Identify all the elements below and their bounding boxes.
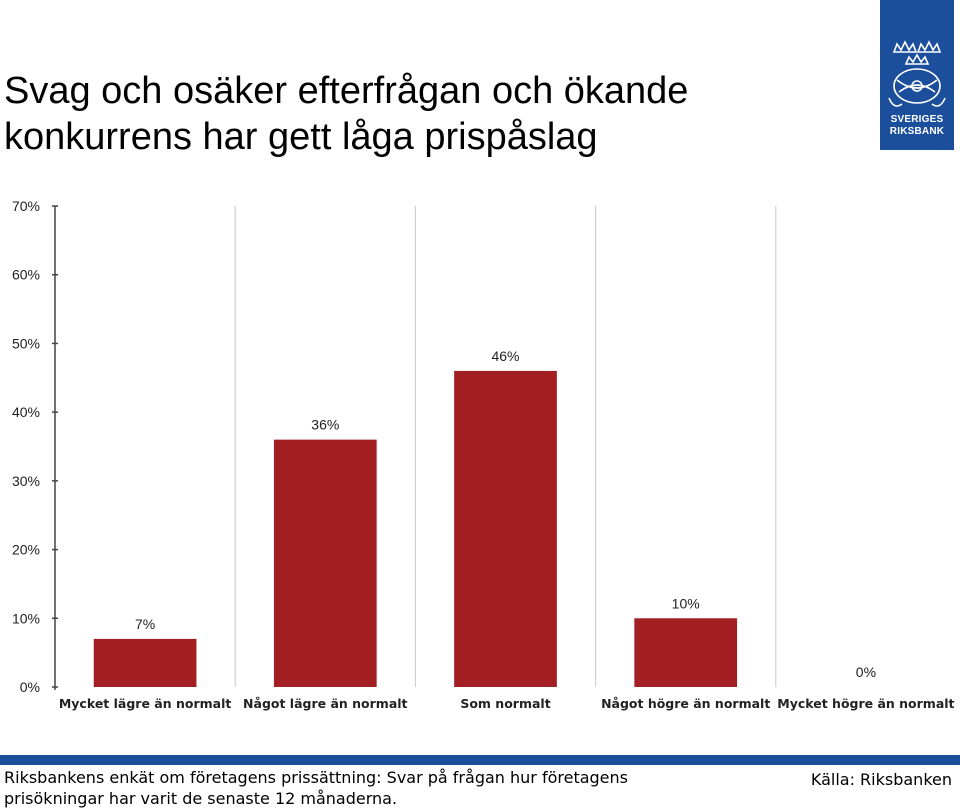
footer-note-line-1: Riksbankens enkät om företagens prissätt… <box>4 768 628 787</box>
y-tick-label: 20% <box>12 542 40 558</box>
bar <box>273 439 377 687</box>
x-tick-label: Något lägre än normalt <box>243 696 408 711</box>
chart-title-line-2: konkurrens har gett låga prispåslag <box>4 116 598 158</box>
riksbank-logo: SVERIGES RIKSBANK <box>880 0 954 150</box>
data-label: 7% <box>135 616 155 632</box>
y-tick-label: 70% <box>12 198 40 214</box>
x-tick-label: Mycket högre än normalt <box>777 696 954 711</box>
y-tick-label: 30% <box>12 473 40 489</box>
data-label: 36% <box>311 417 339 433</box>
y-tick-label: 50% <box>12 335 40 351</box>
bar <box>634 618 738 687</box>
bar <box>93 638 197 687</box>
y-tick-label: 60% <box>12 267 40 283</box>
logo-text-line-2: RIKSBANK <box>889 126 945 137</box>
chart-title: Svag och osäker efterfrågan och ökande k… <box>4 68 864 160</box>
data-label: 10% <box>672 595 700 611</box>
logo-text-line-1: SVERIGES <box>890 114 944 125</box>
bar-chart: 0% 10% 20% 30% 40% 50% 60% 70% 7% Mycket lägre än… <box>12 198 955 711</box>
x-tick-label: Som normalt <box>460 696 550 711</box>
y-tick-label: 40% <box>12 404 40 420</box>
y-tick-label: 0% <box>20 679 40 695</box>
footer-note-line-2: prisökningar har varit de senaste 12 mån… <box>4 789 398 808</box>
footer-note: Riksbankens enkät om företagens prissätt… <box>4 767 684 809</box>
chart-title-line-1: Svag och osäker efterfrågan och ökande <box>4 70 689 112</box>
data-label: 0% <box>856 664 876 680</box>
y-tick-label: 10% <box>12 610 40 626</box>
x-tick-label: Mycket lägre än normalt <box>59 696 232 711</box>
data-label: 46% <box>491 348 519 364</box>
crown-emblem-icon <box>888 40 946 107</box>
x-tick-label: Något högre än normalt <box>601 696 770 711</box>
footer-source: Källa: Riksbanken <box>810 770 952 789</box>
bar <box>454 370 557 687</box>
footer-divider <box>0 755 960 765</box>
